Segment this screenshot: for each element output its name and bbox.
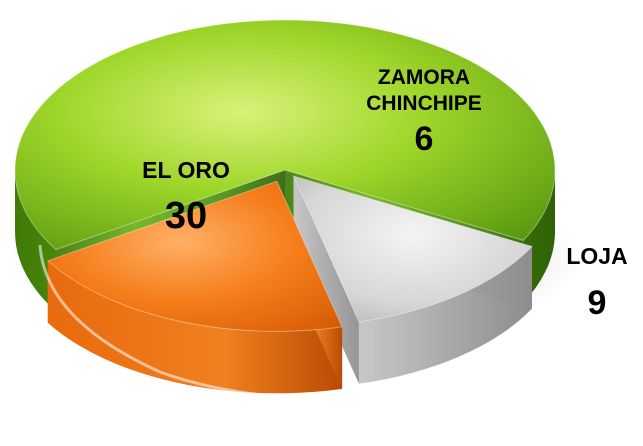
label-chinchipe: CHINCHIPE: [366, 92, 482, 115]
label-el-oro: EL ORO: [142, 157, 230, 183]
label-loja: LOJA: [566, 243, 627, 269]
value-el-oro: 30: [165, 195, 207, 237]
slice-el-oro-top: [14, 19, 556, 251]
label-zamora: ZAMORA: [378, 66, 470, 89]
slice-loja-top: [46, 180, 343, 332]
slice-zamora-chinchipe-cut: [293, 176, 359, 384]
value-loja: 9: [588, 284, 607, 322]
value-zamora-chinchipe: 6: [415, 120, 434, 158]
slice-zamora-chinchipe-top: [292, 175, 533, 323]
gloss-highlight: [38, 244, 401, 400]
slice-loja-side: [47, 260, 343, 394]
slice-zamora-chinchipe: [292, 175, 533, 384]
slice-loja: [46, 180, 343, 394]
